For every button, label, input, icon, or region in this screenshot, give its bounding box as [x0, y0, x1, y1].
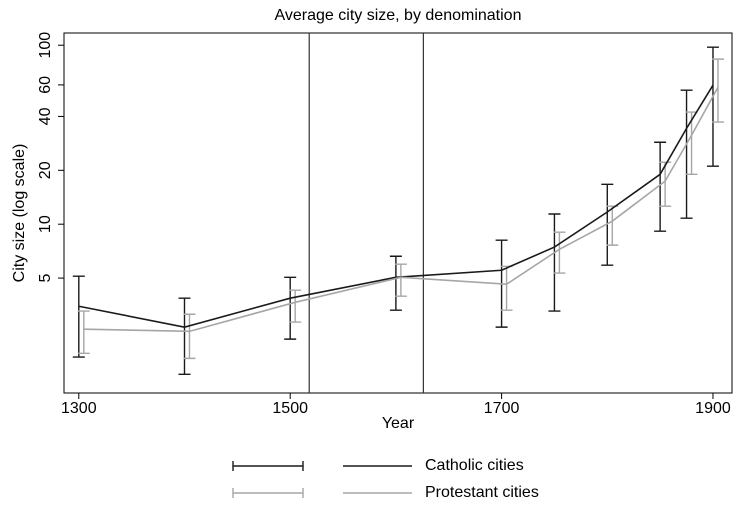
x-axis-label: Year — [382, 415, 415, 432]
error-bar — [706, 46, 719, 167]
legend-errorbar-icon — [232, 461, 304, 471]
error-bar — [553, 231, 566, 274]
error-bar — [680, 89, 693, 219]
plot-frame — [63, 32, 733, 394]
y-tick-label: 40 — [37, 107, 54, 125]
y-tick-label: 100 — [37, 32, 54, 59]
error-bar — [289, 289, 302, 323]
y-tick-label: 10 — [37, 215, 54, 233]
error-bar — [389, 255, 402, 311]
error-bar — [183, 313, 196, 360]
y-axis-label: City size (log scale) — [11, 144, 28, 283]
error-bar — [685, 111, 698, 176]
x-tick-label: 1700 — [484, 400, 520, 417]
chart-title: Average city size, by denomination — [275, 7, 522, 24]
error-bar — [72, 275, 85, 358]
series-line — [78, 84, 714, 328]
legend-errorbar-icon — [232, 488, 304, 498]
error-bar — [659, 161, 672, 207]
y-tick-label: 60 — [37, 76, 54, 94]
error-bar — [548, 213, 561, 312]
series-line — [83, 86, 719, 333]
legend-label: Protestant cities — [425, 484, 539, 501]
error-bar — [284, 276, 297, 340]
error-bar — [500, 265, 513, 311]
x-tick-label: 1500 — [272, 400, 308, 417]
x-tick-label: 1900 — [695, 400, 731, 417]
y-tick-label: 5 — [37, 274, 54, 283]
error-bar — [654, 141, 667, 232]
error-bar — [77, 310, 90, 354]
x-tick-label: 1300 — [61, 400, 97, 417]
error-bar — [178, 297, 191, 376]
error-bar — [711, 58, 724, 123]
error-bar — [601, 183, 614, 266]
legend-label: Catholic cities — [425, 457, 524, 474]
y-tick-label: 20 — [37, 161, 54, 179]
error-bar — [394, 263, 407, 297]
